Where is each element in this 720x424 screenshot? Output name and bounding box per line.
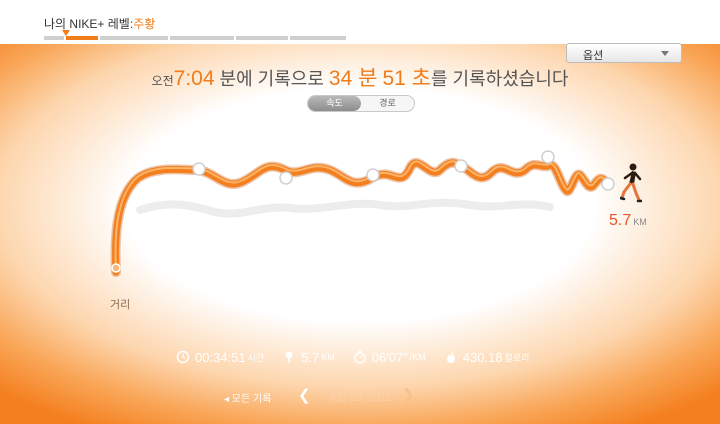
level-segment	[170, 36, 234, 40]
runner-icon	[620, 163, 642, 203]
view-toggle: 속도 경로	[307, 95, 415, 112]
stat-distance-unit: KM	[321, 352, 335, 362]
km-marker[interactable]	[279, 171, 293, 185]
headline-text2: 를 기록하셨습니다	[430, 69, 569, 89]
route-reflection	[136, 198, 554, 218]
toggle-speed[interactable]: 속도	[308, 96, 361, 111]
stat-pace-value: 06'07"	[371, 349, 408, 365]
previous-run-button[interactable]: ❮	[298, 387, 311, 404]
run-stats-bar: 00:34:51 시간 5.7 KM 06'07"/KM 430.18 칼로리	[176, 348, 547, 366]
end-distance-unit: KM	[633, 217, 647, 227]
next-run-button[interactable]: ❯	[402, 387, 415, 404]
level-label-text: 나의 NIKE+ 레벨:	[44, 17, 134, 31]
route-line	[112, 159, 610, 276]
level-segment	[236, 36, 288, 40]
options-dropdown[interactable]: 옵션	[566, 43, 682, 63]
stat-distance-value: 5.7	[301, 349, 320, 365]
level-segment	[290, 36, 346, 40]
run-date: 6월 20, 2011	[330, 392, 392, 404]
clock-icon	[176, 350, 190, 364]
km-markers	[192, 150, 615, 191]
level-value: 주황	[133, 17, 156, 31]
level-segment	[44, 36, 64, 40]
top-bar: 나의 NIKE+ 레벨:주황	[0, 0, 720, 44]
toggle-route[interactable]: 경로	[379, 98, 396, 108]
options-label: 옵션	[583, 50, 604, 62]
km-marker[interactable]	[366, 168, 380, 182]
level-segment-active	[66, 36, 98, 40]
km-marker[interactable]	[454, 159, 468, 173]
chevron-down-icon	[661, 51, 669, 56]
headline-time: 7:04	[173, 67, 215, 90]
start-marker	[111, 263, 121, 273]
km-marker[interactable]	[541, 150, 555, 164]
location-pin-icon	[285, 351, 293, 363]
stat-calories: 430.18 칼로리	[444, 349, 530, 365]
flame-icon	[446, 351, 455, 363]
run-summary-headline: 오전7:04 분에 기록으로 34 분 51 초를 기록하셨습니다	[0, 62, 720, 92]
headline-am: 오전	[151, 74, 174, 88]
stat-time-label: 시간	[247, 352, 265, 363]
stat-pace: 06'07"/KM	[353, 350, 426, 365]
distance-axis-label: 거리	[110, 299, 131, 311]
end-distance-value: 5.7	[609, 212, 632, 229]
level-label: 나의 NIKE+ 레벨:주황	[44, 15, 155, 32]
stat-pace-unit: /KM	[409, 352, 426, 362]
stat-calories-value: 430.18	[462, 349, 503, 365]
stat-calories-label: 칼로리	[504, 352, 530, 363]
km-marker[interactable]	[192, 162, 206, 176]
stat-time-value: 00:34:51	[195, 349, 246, 365]
all-records-link[interactable]: ◂ 모든 기록	[224, 394, 272, 405]
km-marker-end[interactable]	[601, 177, 615, 191]
headline-minutes: 34 분	[328, 67, 378, 90]
stopwatch-icon	[354, 350, 366, 364]
stat-time: 00:34:51 시간	[176, 350, 264, 365]
stat-distance: 5.7 KM	[282, 350, 335, 365]
level-segment	[100, 36, 168, 40]
level-progress-bar	[44, 36, 346, 40]
headline-text1: 분에 기록으로	[219, 69, 324, 89]
level-marker-icon	[62, 30, 70, 36]
route-line-highlight	[114, 160, 607, 272]
headline-seconds: 51 초	[382, 67, 431, 90]
end-distance-label: 5.7 KM	[609, 212, 647, 230]
